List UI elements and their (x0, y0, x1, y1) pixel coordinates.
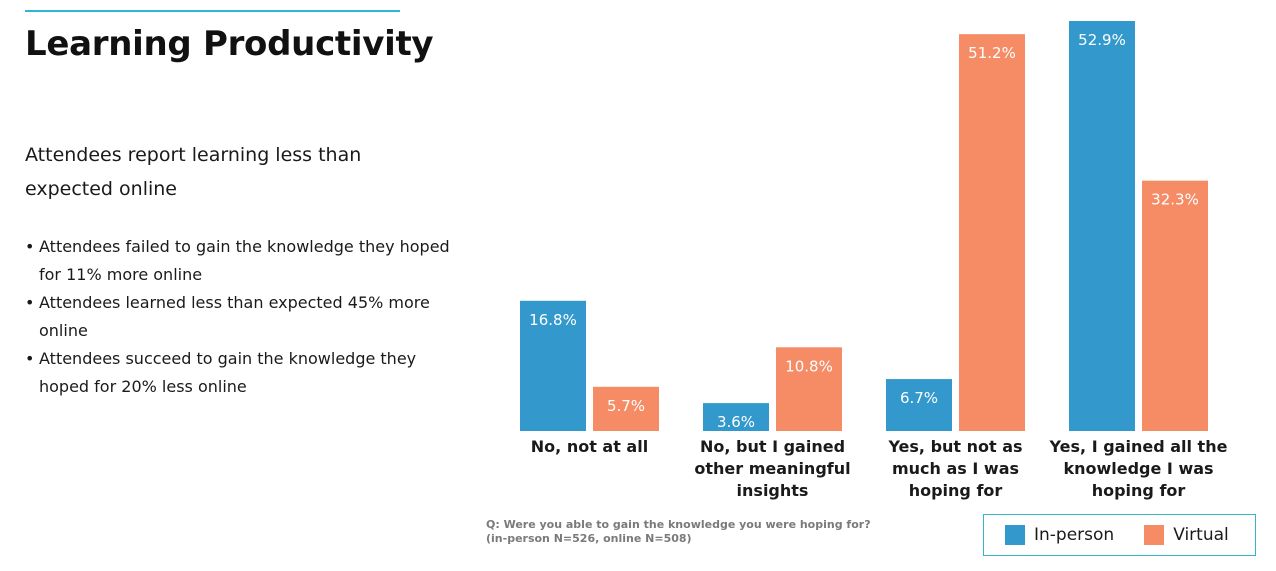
bar-chart: 16.8% 5.7% No, not at all 3.6% 10.8% No, but … (520, 21, 1228, 500)
category-label: Yes, I gained all the (1049, 437, 1228, 456)
bar-inperson (1069, 21, 1135, 431)
legend-swatch-inperson (1005, 525, 1025, 545)
bullet-item: Attendees learned less than expected 45%… (25, 289, 455, 345)
category-label: No, not at all (531, 437, 648, 456)
data-label: 5.7% (607, 397, 645, 415)
bullet-item: Attendees failed to gain the knowledge t… (25, 233, 455, 289)
category-label: hoping for (909, 481, 1003, 500)
category-label: other meaningful (694, 459, 850, 478)
data-label: 6.7% (900, 389, 938, 407)
category-label: knowledge I was (1063, 459, 1213, 478)
legend-item-inperson: In-person (1005, 525, 1114, 545)
bar-inperson (703, 403, 769, 431)
category-label: hoping for (1092, 481, 1186, 500)
data-label: 51.2% (968, 44, 1016, 62)
data-label: 10.8% (785, 357, 833, 375)
page-title: Learning Productivity (25, 24, 434, 64)
legend: In-person Virtual (983, 514, 1256, 556)
data-label: 52.9% (1078, 31, 1126, 49)
legend-swatch-virtual (1144, 525, 1165, 545)
bar-inperson (520, 300, 586, 431)
bar-inperson (886, 379, 952, 431)
bar-virtual (1142, 180, 1208, 431)
category-label: No, but I gained (700, 437, 845, 456)
legend-item-virtual: Virtual (1144, 525, 1229, 545)
data-label: 16.8% (529, 311, 577, 329)
bar-virtual (593, 386, 659, 431)
question-line: Q: Were you able to gain the knowledge y… (486, 518, 871, 531)
sample-size-line: (in-person N=526, online N=508) (486, 532, 692, 545)
category-label: insights (737, 481, 809, 500)
bullet-item: Attendees succeed to gain the knowledge … (25, 345, 455, 401)
category-label: Yes, but not as (887, 437, 1022, 456)
subtitle: Attendees report learning less than expe… (25, 144, 362, 200)
data-label: 32.3% (1151, 191, 1199, 209)
title-rule (25, 10, 400, 12)
legend-label-virtual: Virtual (1173, 525, 1229, 545)
legend-label-inperson: In-person (1034, 525, 1115, 545)
question-note: Q: Were you able to gain the knowledge y… (486, 518, 871, 546)
data-label: 3.6% (717, 413, 755, 431)
bullet-list: Attendees failed to gain the knowledge t… (25, 233, 455, 401)
bar-virtual (776, 347, 842, 431)
bar-virtual (959, 34, 1025, 431)
category-label: much as I was (892, 459, 1019, 478)
